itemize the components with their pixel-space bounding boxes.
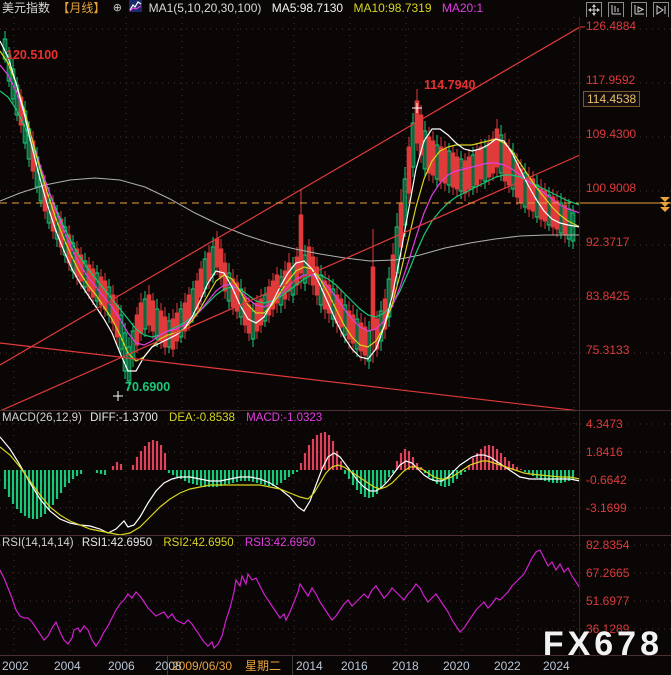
ma10-line: [0, 50, 580, 362]
time-tick-2022: 2022: [494, 659, 521, 673]
macd-rsi-divider: [0, 535, 671, 536]
macd-plot[interactable]: [0, 411, 580, 536]
macd-dea-line: [0, 446, 580, 536]
jump-latest-button[interactable]: [653, 2, 669, 18]
ma5-value: MA5:98.7130: [271, 1, 344, 15]
ma100-line: [0, 177, 580, 262]
annotation-low: 70.6900: [125, 380, 171, 394]
time-tick-2006: 2006: [108, 659, 135, 673]
rsi-axis-label-3: 36.1289: [586, 622, 630, 636]
price-axis-label-6: 75.3133: [586, 343, 630, 357]
annotation-high-old: 120.5100: [6, 48, 59, 62]
macd-chart-svg: [0, 411, 580, 536]
crosshair-marker-high: [412, 103, 422, 113]
rsi-header: RSI(14,14,14) RSI1:42.6950 RSI2:42.6950 …: [2, 537, 315, 550]
time-tick-2016: 2016: [341, 659, 368, 673]
crosshair-marker-low: [113, 391, 123, 401]
price-axis-label-5: 83.8425: [586, 289, 630, 303]
rsi-title: RSI(14,14,14): [2, 537, 74, 549]
rsi3-value: RSI3:42.6950: [244, 537, 316, 549]
watermark: FX678: [542, 625, 663, 663]
time-tick-2008: 2008: [155, 659, 182, 673]
annotation-high-recent: 114.7940: [424, 78, 476, 92]
rsi-panel[interactable]: RSI(14,14,14) RSI1:42.6950 RSI2:42.6950 …: [0, 536, 671, 655]
time-divider-right: [292, 656, 293, 675]
rsi-plot[interactable]: [0, 536, 580, 655]
macd-axis-label-2: -0.6642: [586, 473, 627, 487]
macd-axis-label-3: -3.1699: [586, 501, 627, 515]
time-tick-2002: 2002: [2, 659, 29, 673]
ma20-value: MA20:1: [441, 1, 484, 15]
chart-icon[interactable]: [125, 0, 143, 17]
ma20-line: [0, 64, 580, 346]
trend-channel: [0, 26, 580, 411]
candlestick-series: [2, 31, 576, 389]
rsi1-value: RSI1:42.6950: [81, 537, 153, 549]
current-price-label: 114.4538: [583, 91, 641, 107]
channel-middle-line: [0, 154, 580, 411]
macd-panel[interactable]: MACD(26,12,9) DIFF:-1.3700 DEA:-0.8538 M…: [0, 411, 671, 536]
price-arrow-icon: [660, 197, 670, 212]
rsi-axis-label-0: 82.8354: [586, 538, 630, 552]
instrument-name: 美元指数: [2, 1, 51, 15]
macd-macd: MACD:-1.0323: [246, 412, 323, 424]
target-icon[interactable]: ⊕: [112, 2, 122, 14]
ma5-line: [0, 40, 580, 372]
rsi-axis-label-1: 67.2665: [586, 566, 630, 580]
price-plot[interactable]: 120.5100 114.7940 70.6900: [0, 17, 580, 411]
crosshair-move-button[interactable]: [585, 2, 602, 18]
zoom-horizontal-button[interactable]: [630, 2, 647, 18]
time-tick-2014: 2014: [296, 659, 323, 673]
time-selected-weekday: 星期二: [245, 659, 282, 673]
ma10-value: MA10:98.7319: [353, 1, 432, 15]
macd-dea: DEA:-0.8538: [169, 412, 235, 424]
macd-grid: [0, 411, 580, 536]
rsi-grid: [0, 536, 580, 655]
chart-toolbar: [584, 2, 669, 18]
macd-axis[interactable]: 4.3473 1.8416 -0.6642 -3.1699: [579, 411, 671, 536]
ma30-line: [0, 90, 580, 338]
price-axis-label-4: 92.3717: [586, 235, 630, 249]
time-axis[interactable]: 2002 2004 2006 2008 2009/06/30 星期二 2014 …: [0, 655, 671, 675]
macd-histogram: [3, 432, 575, 519]
macd-diff: DIFF:-1.3700: [90, 412, 158, 424]
time-selected-date: 2009/06/30: [172, 659, 233, 673]
zoom-vertical-button[interactable]: [608, 2, 625, 18]
macd-header: MACD(26,12,9) DIFF:-1.3700 DEA:-0.8538 M…: [2, 412, 322, 425]
chart-header: 美元指数 【月线】 ⊕ MA1(5,10,20,30,100) MA5:98.7…: [0, 0, 671, 17]
price-axis-decor: [580, 26, 671, 354]
time-tick-2024: 2024: [543, 659, 570, 673]
rsi-axis[interactable]: 82.8354 67.2665 51.6977 36.1289: [579, 536, 671, 655]
ma-params-label: MA1(5,10,20,30,100): [148, 1, 262, 15]
macd-title: MACD(26,12,9): [2, 412, 82, 424]
rsi-chart-svg: [0, 536, 580, 655]
price-chart-svg: [0, 17, 580, 411]
time-tick-2020: 2020: [443, 659, 470, 673]
price-axis[interactable]: 126.4884 117.9592 114.4538 109.4300 100.…: [579, 17, 671, 411]
grid-lines: [0, 17, 580, 411]
time-divider-left: [167, 656, 168, 675]
macd-axis-decor: [580, 423, 671, 509]
channel-down-line: [0, 342, 580, 411]
time-tick-2004: 2004: [54, 659, 81, 673]
rsi-axis-label-2: 51.6977: [586, 594, 630, 608]
price-macd-divider: [0, 410, 671, 411]
channel-upper-line: [0, 26, 580, 366]
time-tick-2018: 2018: [392, 659, 419, 673]
rsi2-value: RSI2:42.6950: [163, 537, 234, 549]
period-label[interactable]: 【月线】: [57, 1, 106, 15]
rsi-line: [0, 549, 580, 650]
macd-diff-line: [0, 436, 580, 534]
price-panel[interactable]: 120.5100 114.7940 70.6900 126.4884 117.9…: [0, 17, 671, 411]
